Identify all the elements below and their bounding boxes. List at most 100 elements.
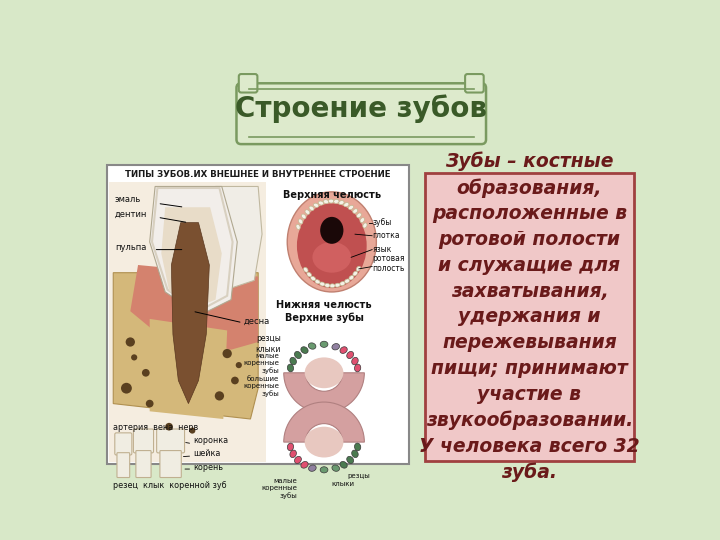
Ellipse shape	[323, 200, 328, 204]
Text: глотка: глотка	[372, 231, 400, 240]
Ellipse shape	[302, 214, 306, 219]
Ellipse shape	[333, 199, 339, 204]
Circle shape	[165, 423, 173, 430]
Ellipse shape	[335, 283, 340, 287]
FancyBboxPatch shape	[133, 429, 153, 453]
FancyBboxPatch shape	[236, 83, 486, 144]
Ellipse shape	[304, 267, 308, 272]
Ellipse shape	[290, 450, 297, 457]
FancyBboxPatch shape	[160, 450, 181, 477]
Ellipse shape	[298, 219, 303, 224]
Ellipse shape	[349, 275, 354, 280]
FancyBboxPatch shape	[107, 165, 409, 464]
FancyBboxPatch shape	[239, 74, 258, 92]
FancyBboxPatch shape	[157, 429, 184, 453]
Ellipse shape	[301, 347, 308, 354]
Ellipse shape	[339, 201, 344, 205]
Text: артерия  вена  нерв: артерия вена нерв	[113, 423, 199, 432]
FancyBboxPatch shape	[425, 173, 634, 461]
Ellipse shape	[356, 266, 361, 271]
Ellipse shape	[308, 343, 316, 349]
Text: клыки: клыки	[256, 345, 281, 354]
Ellipse shape	[347, 456, 354, 463]
Ellipse shape	[305, 357, 343, 388]
Ellipse shape	[348, 205, 354, 210]
Circle shape	[126, 338, 135, 347]
Ellipse shape	[294, 456, 302, 463]
Text: малые
коренные
зубы: малые коренные зубы	[243, 353, 279, 374]
Ellipse shape	[328, 199, 334, 203]
Ellipse shape	[290, 357, 297, 365]
Ellipse shape	[296, 224, 300, 230]
Text: десна: десна	[243, 316, 270, 326]
Circle shape	[121, 383, 132, 394]
Ellipse shape	[315, 280, 320, 284]
Text: ротовая
полость: ротовая полость	[372, 254, 405, 273]
Ellipse shape	[347, 352, 354, 359]
Ellipse shape	[301, 462, 308, 468]
Text: шейка: шейка	[193, 449, 220, 458]
Ellipse shape	[287, 443, 294, 451]
Ellipse shape	[351, 357, 359, 365]
Text: коронка: коронка	[193, 436, 228, 445]
Ellipse shape	[354, 443, 361, 451]
Ellipse shape	[340, 281, 345, 286]
Text: малые
коренные
зубы: малые коренные зубы	[261, 477, 297, 498]
Ellipse shape	[363, 223, 367, 228]
Text: клыки: клыки	[332, 481, 355, 487]
Ellipse shape	[353, 271, 358, 276]
Ellipse shape	[344, 279, 350, 283]
Text: Нижняя челюсть: Нижняя челюсть	[276, 300, 372, 309]
Ellipse shape	[330, 284, 335, 288]
Ellipse shape	[297, 204, 366, 288]
Ellipse shape	[287, 192, 377, 292]
Ellipse shape	[332, 465, 340, 471]
Ellipse shape	[307, 272, 312, 277]
Text: ТИПЫ ЗУБОВ.ИХ ВНЕШНЕЕ И ВНУТРЕННЕЕ СТРОЕНИЕ: ТИПЫ ЗУБОВ.ИХ ВНЕШНЕЕ И ВНУТРЕННЕЕ СТРОЕ…	[125, 170, 391, 179]
Polygon shape	[113, 273, 258, 419]
Ellipse shape	[320, 467, 328, 473]
Circle shape	[222, 349, 232, 358]
Polygon shape	[171, 222, 210, 403]
Text: корень: корень	[193, 463, 223, 472]
Wedge shape	[284, 373, 364, 413]
Ellipse shape	[320, 282, 325, 286]
Text: Зубы – костные
образования,
расположенные в
ротовой полости
и служащие для
захва: Зубы – костные образования, расположенны…	[419, 152, 640, 482]
Ellipse shape	[320, 217, 343, 244]
Circle shape	[231, 377, 239, 384]
FancyBboxPatch shape	[136, 450, 151, 477]
FancyBboxPatch shape	[114, 433, 132, 455]
Ellipse shape	[353, 209, 358, 213]
Ellipse shape	[360, 218, 364, 222]
Ellipse shape	[351, 450, 359, 457]
Ellipse shape	[312, 242, 351, 273]
Ellipse shape	[332, 343, 340, 350]
Text: зубы: зубы	[372, 218, 392, 227]
Ellipse shape	[318, 201, 323, 205]
Text: резец  клык  коренной зуб: резец клык коренной зуб	[113, 481, 227, 490]
Ellipse shape	[309, 206, 314, 211]
Ellipse shape	[320, 341, 328, 347]
Polygon shape	[206, 186, 262, 288]
Ellipse shape	[325, 284, 330, 287]
Ellipse shape	[340, 462, 347, 468]
Ellipse shape	[310, 276, 315, 281]
Polygon shape	[150, 319, 228, 419]
Ellipse shape	[305, 210, 310, 214]
FancyBboxPatch shape	[109, 182, 266, 462]
Text: эмаль: эмаль	[114, 195, 141, 204]
Text: большие
коренные
зубы: большие коренные зубы	[243, 376, 279, 397]
Ellipse shape	[313, 203, 319, 207]
FancyBboxPatch shape	[117, 453, 130, 477]
Text: резцы: резцы	[347, 473, 370, 479]
Ellipse shape	[343, 202, 349, 207]
Ellipse shape	[294, 352, 302, 359]
Text: Верхняя челюсть: Верхняя челюсть	[283, 190, 381, 200]
Text: резцы: резцы	[256, 334, 282, 343]
FancyBboxPatch shape	[465, 74, 484, 92]
Circle shape	[189, 428, 195, 434]
Text: Верхние зубы: Верхние зубы	[284, 313, 364, 323]
Ellipse shape	[305, 427, 343, 457]
Polygon shape	[130, 265, 258, 350]
Circle shape	[145, 400, 153, 408]
